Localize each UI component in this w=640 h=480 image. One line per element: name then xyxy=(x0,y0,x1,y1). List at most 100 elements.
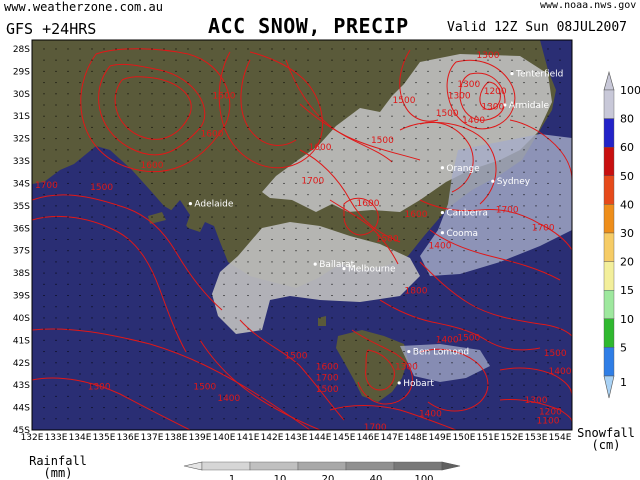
grid-dot xyxy=(439,171,441,173)
legend-swatch xyxy=(603,118,615,148)
grid-dot xyxy=(547,82,549,84)
grid-dot xyxy=(103,160,105,162)
grid-dot xyxy=(331,384,333,386)
grid-dot xyxy=(511,250,513,252)
grid-dot xyxy=(55,160,57,162)
grid-dot xyxy=(391,395,393,397)
grid-dot xyxy=(355,306,357,308)
grid-dot xyxy=(43,216,45,218)
grid-dot xyxy=(523,104,525,106)
grid-dot xyxy=(283,339,285,341)
grid-dot xyxy=(271,126,273,128)
grid-dot xyxy=(463,205,465,207)
grid-dot xyxy=(391,283,393,285)
grid-dot xyxy=(91,126,93,128)
grid-dot xyxy=(559,93,561,95)
grid-dot xyxy=(91,182,93,184)
grid-dot xyxy=(271,384,273,386)
grid-dot xyxy=(367,70,369,72)
grid-dot xyxy=(463,373,465,375)
grid-dot xyxy=(343,216,345,218)
grid-dot xyxy=(199,70,201,72)
grid-dot xyxy=(259,160,261,162)
grid-dot xyxy=(319,48,321,50)
grid-dot xyxy=(295,149,297,151)
grid-dot xyxy=(403,182,405,184)
grid-dot xyxy=(223,418,225,420)
grid-dot xyxy=(547,351,549,353)
place-dot xyxy=(188,202,192,206)
grid-dot xyxy=(487,238,489,240)
grid-dot xyxy=(463,115,465,117)
grid-dot xyxy=(343,205,345,207)
grid-dot xyxy=(523,138,525,140)
grid-dot xyxy=(307,149,309,151)
grid-dot xyxy=(163,283,165,285)
grid-dot xyxy=(451,216,453,218)
grid-dot xyxy=(427,48,429,50)
grid-dot xyxy=(379,138,381,140)
grid-dot xyxy=(451,272,453,274)
grid-dot xyxy=(295,306,297,308)
grid-dot xyxy=(247,339,249,341)
grid-dot xyxy=(103,138,105,140)
grid-dot xyxy=(559,216,561,218)
grid-dot xyxy=(79,351,81,353)
grid-dot xyxy=(127,351,129,353)
grid-dot xyxy=(67,328,69,330)
contour-label: 1200 xyxy=(484,87,507,97)
grid-dot xyxy=(223,317,225,319)
grid-dot xyxy=(91,48,93,50)
grid-dot xyxy=(91,205,93,207)
grid-dot xyxy=(187,339,189,341)
grid-dot xyxy=(115,351,117,353)
precip-area xyxy=(262,54,552,212)
grid-dot xyxy=(151,70,153,72)
grid-dot xyxy=(211,182,213,184)
grid-dot xyxy=(343,351,345,353)
grid-dot xyxy=(523,407,525,409)
grid-dot xyxy=(43,407,45,409)
grid-dot xyxy=(367,306,369,308)
grid-dot xyxy=(355,115,357,117)
grid-dot xyxy=(355,418,357,420)
grid-dot xyxy=(103,362,105,364)
grid-dot xyxy=(499,104,501,106)
grid-dot xyxy=(223,373,225,375)
grid-dot xyxy=(451,407,453,409)
grid-dot xyxy=(343,59,345,61)
grid-dot xyxy=(523,194,525,196)
grid-dot xyxy=(295,339,297,341)
grid-dot xyxy=(295,182,297,184)
grid-dot xyxy=(151,149,153,151)
lat-label: 44S xyxy=(13,404,30,414)
grid-dot xyxy=(391,227,393,229)
grid-dot xyxy=(367,171,369,173)
grid-dot xyxy=(247,115,249,117)
place-dot xyxy=(503,103,507,107)
grid-dot xyxy=(43,238,45,240)
grid-dot xyxy=(307,317,309,319)
grid-dot xyxy=(319,115,321,117)
grid-dot xyxy=(403,261,405,263)
grid-dot xyxy=(511,373,513,375)
grid-dot xyxy=(151,160,153,162)
contour-label: 1700 xyxy=(301,176,324,186)
place-label: Sydney xyxy=(497,177,531,187)
grid-dot xyxy=(427,250,429,252)
grid-dot xyxy=(247,171,249,173)
grid-dot xyxy=(139,295,141,297)
grid-dot xyxy=(331,59,333,61)
grid-dot xyxy=(487,328,489,330)
grid-dot xyxy=(535,250,537,252)
grid-dot xyxy=(139,395,141,397)
grid-dot xyxy=(43,295,45,297)
grid-dot xyxy=(547,418,549,420)
grid-dot xyxy=(67,384,69,386)
grid-dot xyxy=(247,93,249,95)
grid-dot xyxy=(367,48,369,50)
latitude-axis: 28S29S30S31S32S33S34S35S36S37S38S39S40S4… xyxy=(13,45,30,436)
legend-swatch xyxy=(603,204,615,234)
grid-dot xyxy=(79,115,81,117)
